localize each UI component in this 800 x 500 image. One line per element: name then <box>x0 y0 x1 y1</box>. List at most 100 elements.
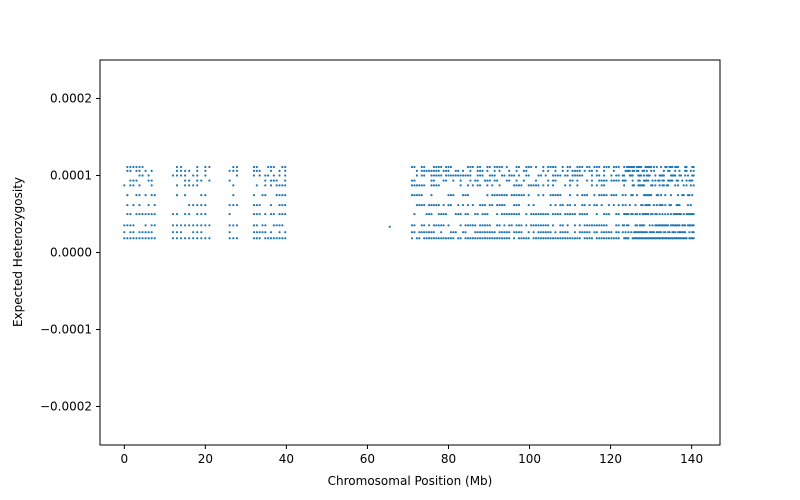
data-point <box>444 179 448 182</box>
data-point <box>179 169 183 172</box>
data-point <box>192 231 195 234</box>
data-point <box>435 237 438 240</box>
data-point <box>566 237 569 240</box>
data-point <box>269 184 273 187</box>
data-point <box>496 237 499 240</box>
data-point <box>423 165 426 169</box>
data-point <box>617 212 620 216</box>
data-point <box>196 231 199 234</box>
data-point <box>466 237 470 240</box>
data-point <box>135 237 138 240</box>
data-point <box>123 224 126 227</box>
data-point <box>204 174 207 177</box>
data-point <box>556 212 560 216</box>
data-point <box>483 231 487 234</box>
data-point <box>196 224 199 227</box>
data-point <box>676 179 680 182</box>
data-point <box>138 165 141 169</box>
data-point <box>513 237 516 240</box>
data-point <box>566 174 569 177</box>
data-point <box>264 237 267 240</box>
data-point <box>449 174 453 177</box>
data-point <box>598 237 601 240</box>
data-point <box>669 203 673 207</box>
data-point <box>144 169 147 172</box>
data-point <box>578 165 581 169</box>
data-point <box>126 212 129 216</box>
data-point <box>420 169 423 172</box>
data-point <box>479 237 482 240</box>
data-point <box>503 224 506 227</box>
data-point <box>583 231 586 234</box>
data-point <box>200 194 203 197</box>
data-point <box>481 224 484 227</box>
data-point <box>610 179 613 182</box>
data-point <box>503 231 506 234</box>
data-point <box>628 203 631 207</box>
data-point <box>278 212 281 216</box>
data-point <box>520 184 523 187</box>
data-point <box>425 237 428 240</box>
data-point <box>525 237 528 240</box>
data-point <box>537 231 540 234</box>
data-point <box>153 237 156 240</box>
data-point <box>278 231 281 234</box>
data-point <box>430 203 433 207</box>
data-point <box>486 194 489 197</box>
data-point <box>427 231 431 234</box>
data-point <box>235 165 239 169</box>
data-point <box>522 194 525 197</box>
data-point <box>668 231 671 234</box>
data-point <box>607 237 611 240</box>
data-point <box>590 179 594 182</box>
data-point <box>500 231 504 234</box>
data-point <box>496 224 499 227</box>
data-point <box>464 224 467 227</box>
data-point <box>621 203 624 207</box>
data-point <box>440 174 443 177</box>
data-point <box>141 212 144 216</box>
data-point <box>235 224 239 227</box>
data-point <box>612 237 615 240</box>
data-point <box>678 169 681 172</box>
data-point <box>588 231 591 234</box>
data-point <box>425 231 428 234</box>
data-point <box>667 184 670 187</box>
data-points <box>123 165 695 240</box>
data-point <box>228 179 231 182</box>
data-point <box>275 237 278 240</box>
data-point <box>692 231 695 234</box>
data-point <box>603 179 606 182</box>
data-point <box>621 194 624 197</box>
data-point <box>593 224 596 227</box>
data-point <box>420 194 423 197</box>
data-point <box>275 194 278 197</box>
data-point <box>252 231 256 234</box>
data-point <box>692 174 695 177</box>
data-point <box>175 194 179 197</box>
data-point <box>452 231 455 234</box>
data-point <box>539 174 542 177</box>
data-point <box>235 237 239 240</box>
data-point <box>517 212 521 216</box>
data-point <box>415 184 418 187</box>
data-point <box>640 165 643 169</box>
data-point <box>129 231 132 234</box>
data-point <box>175 165 179 169</box>
data-point <box>188 224 191 227</box>
data-point <box>430 169 433 172</box>
data-point <box>481 212 484 216</box>
data-point <box>258 231 261 234</box>
data-point <box>200 179 203 182</box>
y-axis-label: Expected Heterozygosity <box>11 177 25 327</box>
data-point <box>132 179 135 182</box>
data-point <box>204 165 207 169</box>
data-point <box>573 237 577 240</box>
data-point <box>640 174 643 177</box>
data-point <box>508 212 511 216</box>
data-point <box>556 194 560 197</box>
data-point <box>432 203 436 207</box>
data-point <box>623 184 626 187</box>
data-point <box>261 194 264 197</box>
data-point <box>542 165 545 169</box>
